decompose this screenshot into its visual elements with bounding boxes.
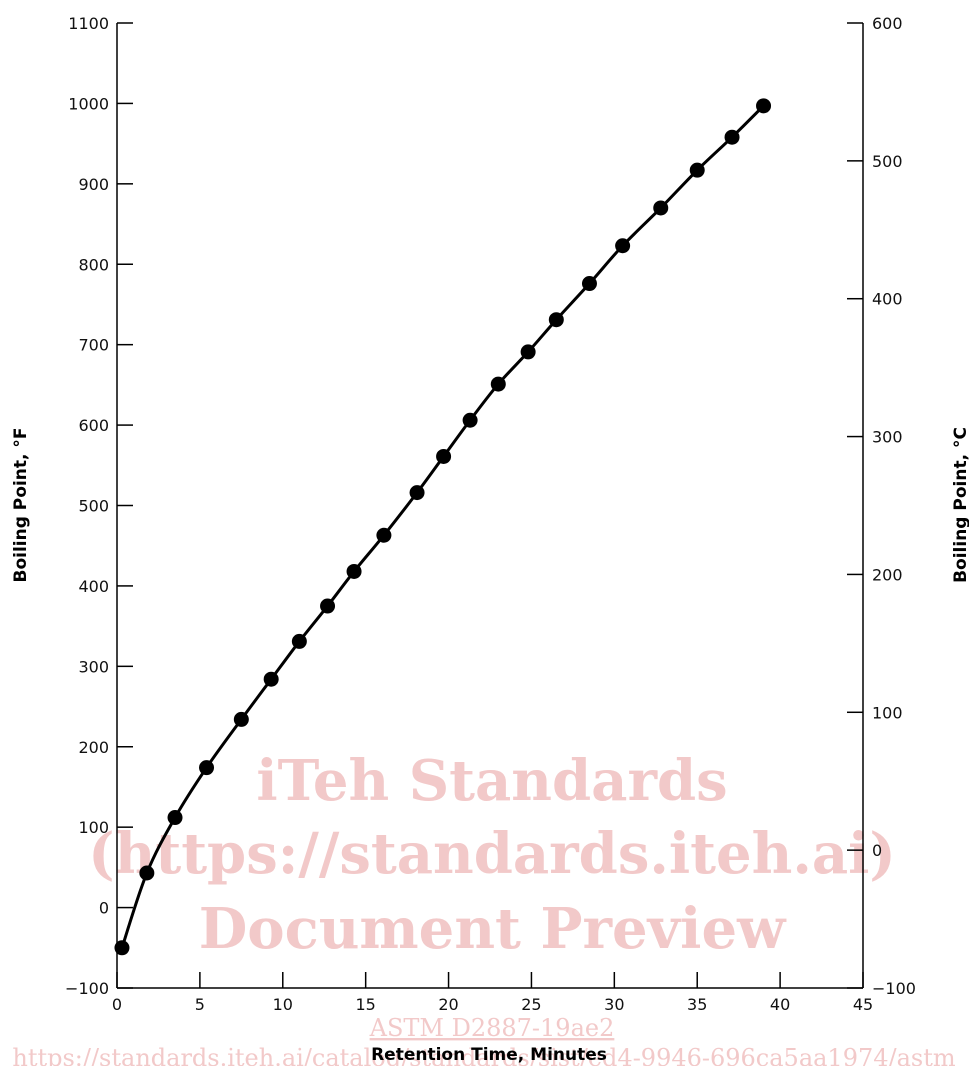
- y-tick-label: 300: [78, 657, 109, 676]
- y-tick-label: 900: [78, 175, 109, 194]
- x-tick-label: 45: [853, 995, 873, 1014]
- y-axis-right-ticks: −100 0 100 200 300 400 500 600: [847, 14, 916, 998]
- y-axis-right-title: Boiling Point, °C: [951, 427, 969, 583]
- data-point: [490, 376, 506, 392]
- data-points: [114, 98, 772, 956]
- x-tick-label: 40: [770, 995, 790, 1014]
- y2-tick-label: 300: [872, 428, 903, 447]
- y2-tick-label: 200: [872, 565, 903, 584]
- data-point: [689, 162, 705, 178]
- y-tick-label: 100: [78, 818, 109, 837]
- watermark-line-3: Document Preview: [199, 896, 787, 962]
- x-tick-label: 20: [438, 995, 458, 1014]
- y-tick-label: 1100: [68, 14, 109, 33]
- data-point: [114, 940, 130, 956]
- data-point: [409, 485, 425, 501]
- data-point: [139, 865, 155, 881]
- y-axis-left-title: Boiling Point, °F: [11, 428, 31, 583]
- data-point: [436, 448, 452, 464]
- data-point: [548, 312, 564, 328]
- y2-tick-label: 0: [872, 841, 882, 860]
- y2-tick-label: 600: [872, 14, 903, 33]
- data-point: [263, 671, 279, 687]
- x-axis-title: Retention Time, Minutes: [371, 1045, 607, 1065]
- data-point: [346, 563, 362, 579]
- data-point: [724, 129, 740, 145]
- y-tick-label: 600: [78, 416, 109, 435]
- y-tick-label: 700: [78, 336, 109, 355]
- data-point: [653, 200, 669, 216]
- watermark: iTeh Standards (https://standards.iteh.a…: [12, 748, 956, 1066]
- x-tick-label: 5: [195, 995, 205, 1014]
- data-point: [320, 598, 336, 614]
- y-axis-left-ticks: −100 0 100 200 300 400 500 600 700 800 900 1000 1100: [65, 14, 133, 998]
- data-point: [376, 527, 392, 543]
- watermark-doc-id: ASTM D2887-19ae2: [369, 1014, 615, 1042]
- data-point: [167, 810, 183, 826]
- data-point: [462, 412, 478, 428]
- y2-tick-label: 400: [872, 290, 903, 309]
- data-point: [291, 633, 307, 649]
- x-tick-label: 15: [355, 995, 375, 1014]
- y2-tick-label: −100: [872, 979, 916, 998]
- y-tick-label: 400: [78, 577, 109, 596]
- data-point: [199, 760, 215, 776]
- y-tick-label: 200: [78, 738, 109, 757]
- data-point: [581, 276, 597, 292]
- data-point: [615, 238, 631, 254]
- y2-tick-label: 500: [872, 152, 903, 171]
- watermark-line-2: (https://standards.iteh.ai): [88, 821, 896, 887]
- fit-curve: [120, 104, 765, 949]
- y2-tick-label: 100: [872, 703, 903, 722]
- x-axis-ticks: 0 5 10 15 20 25 30 35 40 45: [112, 972, 873, 1014]
- x-tick-label: 10: [273, 995, 293, 1014]
- data-point: [233, 711, 249, 727]
- y-tick-label: 800: [78, 255, 109, 274]
- y-tick-label: 1000: [68, 94, 109, 113]
- y-tick-label: 0: [99, 899, 109, 918]
- y-tick-label: −100: [65, 979, 109, 998]
- watermark-line-1: iTeh Standards: [256, 748, 727, 814]
- x-tick-label: 35: [687, 995, 707, 1014]
- x-tick-label: 25: [521, 995, 541, 1014]
- watermark-url: https://standards.iteh.ai/catalog/standa…: [12, 1044, 956, 1066]
- data-point: [520, 344, 536, 360]
- x-tick-label: 0: [112, 995, 122, 1014]
- data-point: [756, 98, 772, 114]
- x-tick-label: 30: [604, 995, 624, 1014]
- y-tick-label: 500: [78, 497, 109, 516]
